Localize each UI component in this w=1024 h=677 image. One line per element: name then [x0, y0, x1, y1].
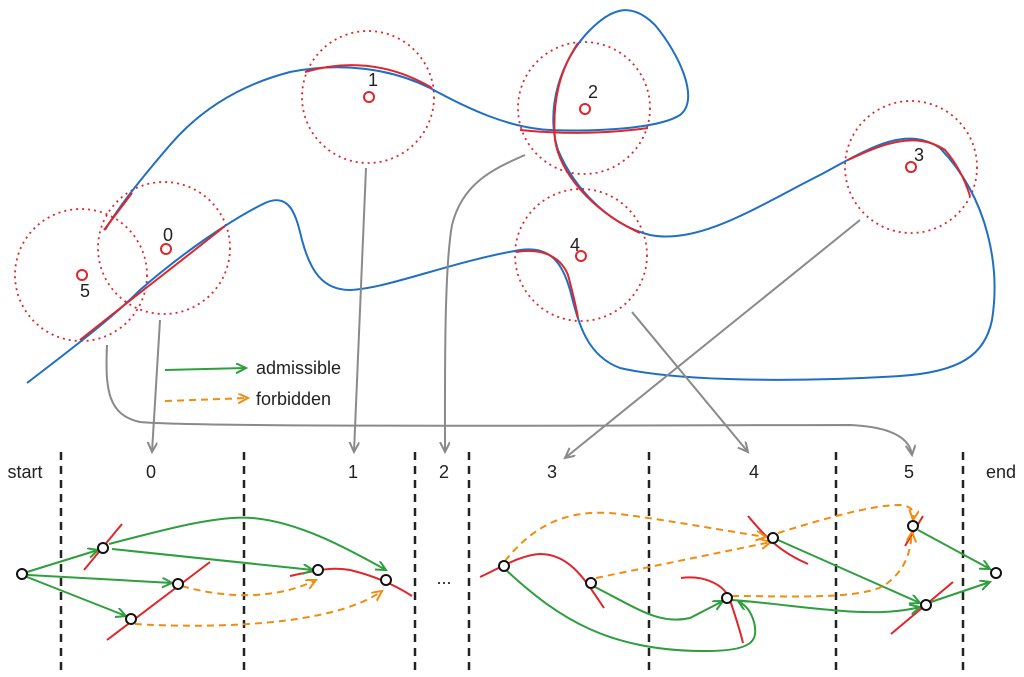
region-3-circle — [844, 100, 978, 234]
legend-forbidden-arrow — [164, 398, 248, 401]
segment-region-5 — [103, 192, 133, 231]
node — [585, 577, 597, 589]
admissible-edge — [594, 586, 723, 621]
column-label-1: 1 — [348, 462, 358, 482]
segment-region-2b — [553, 42, 641, 234]
mapping-arrow-1 — [354, 167, 367, 452]
mapping-arrow-2 — [445, 154, 526, 452]
segment-region-3 — [847, 139, 971, 197]
admissible-edge — [930, 582, 990, 603]
region-0-circle — [97, 181, 231, 315]
admissible-edges — [26, 516, 990, 653]
column-label-0: 0 — [146, 462, 156, 482]
region-5-center — [76, 269, 88, 281]
legend-admissible-arrow — [164, 368, 246, 370]
forbidden-edge — [134, 591, 382, 627]
mapping-arrow-4 — [631, 311, 748, 452]
admissible-edge — [111, 548, 313, 570]
node — [312, 564, 324, 576]
column-label-start: start — [7, 462, 42, 482]
region-centers: 0 1 2 3 4 5 — [76, 70, 924, 301]
forbidden-edge — [595, 542, 771, 579]
forbidden-edge — [777, 503, 913, 534]
region-4-center — [575, 250, 587, 262]
mapping-arrow-0 — [152, 319, 161, 452]
segment — [106, 561, 211, 641]
trajectory-curve — [26, 9, 996, 384]
node — [172, 578, 184, 590]
region-0-label: 0 — [163, 225, 173, 245]
column-label-4: 4 — [749, 462, 759, 482]
node — [380, 574, 392, 586]
region-2-circle — [517, 41, 651, 175]
node — [920, 599, 932, 611]
region-2-center — [579, 103, 591, 115]
region-1-label: 1 — [368, 70, 378, 90]
ellipsis: ... — [436, 568, 451, 588]
forbidden-edge — [504, 511, 766, 562]
node-end — [990, 567, 1002, 579]
region-3-label: 3 — [914, 145, 924, 165]
legend-forbidden-label: forbidden — [256, 389, 331, 409]
node — [721, 592, 733, 604]
region-1-circle — [301, 30, 435, 164]
segment — [289, 567, 413, 597]
node — [125, 613, 137, 625]
admissible-edge — [731, 599, 920, 612]
column-separators — [59, 452, 965, 672]
column-labels: start 0 1 2 3 4 5 end ... — [7, 462, 1016, 588]
admissible-edge — [108, 516, 386, 570]
legend-admissible-label: admissible — [256, 358, 341, 378]
mapping-arrow-5 — [105, 344, 912, 455]
graph-region-segments — [83, 515, 954, 644]
segment-region-4 — [515, 249, 579, 319]
legend: admissible forbidden — [164, 358, 341, 409]
node — [498, 560, 510, 572]
segment-region-2a — [519, 127, 649, 134]
segment-region-1 — [304, 64, 433, 89]
admissible-edge — [26, 576, 126, 616]
column-label-3: 3 — [547, 462, 557, 482]
region-4-circle — [514, 188, 648, 322]
node — [907, 520, 919, 532]
admissible-edge — [777, 539, 920, 603]
admissible-edge — [506, 570, 757, 653]
column-label-5: 5 — [904, 462, 914, 482]
region-1-center — [363, 91, 375, 103]
column-label-end: end — [986, 462, 1016, 482]
mapping-arrows — [105, 154, 912, 458]
region-3-center — [905, 161, 917, 173]
admissible-edge — [26, 550, 98, 573]
column-label-2: 2 — [439, 462, 449, 482]
forbidden-edge — [181, 580, 316, 597]
admissible-edge — [27, 574, 172, 583]
forbidden-edges — [134, 503, 913, 627]
node-start — [16, 568, 28, 580]
admissible-edge — [917, 529, 990, 569]
segment — [680, 576, 744, 644]
mapping-arrow-3 — [565, 219, 861, 458]
node — [97, 542, 109, 554]
region-0-center — [160, 243, 172, 255]
region-2-label: 2 — [588, 82, 598, 102]
segment-region-0 — [79, 225, 226, 341]
region-4-label: 4 — [570, 235, 580, 255]
region-5-label: 5 — [80, 281, 90, 301]
region-circles — [14, 30, 978, 342]
trajectory-region-segments — [79, 42, 971, 341]
graph-nodes — [16, 520, 1002, 625]
node — [767, 532, 779, 544]
